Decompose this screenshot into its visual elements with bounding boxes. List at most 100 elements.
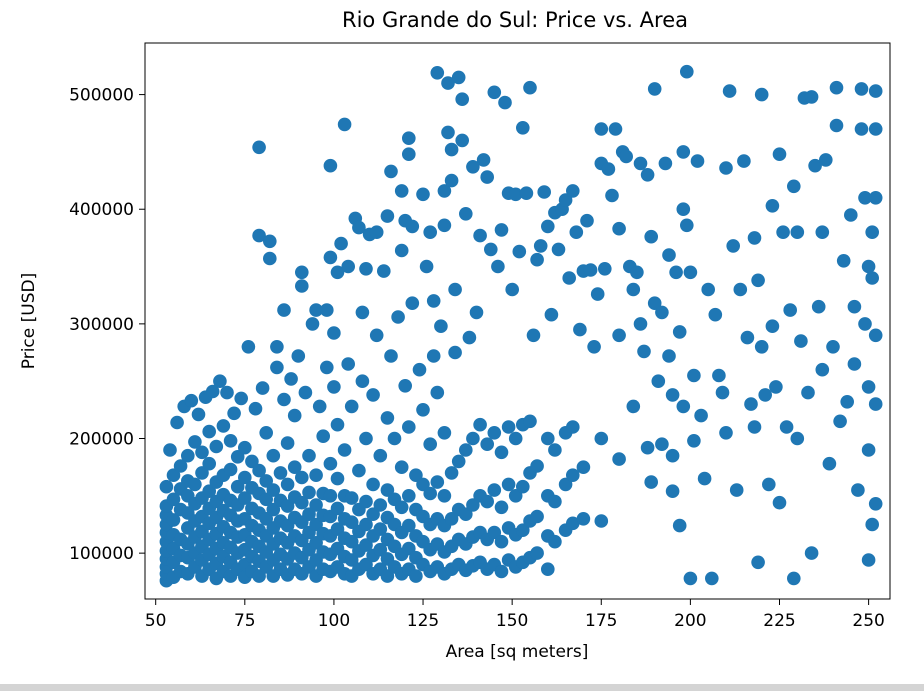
data-point (683, 265, 698, 280)
data-point (287, 408, 302, 423)
data-point (494, 223, 509, 237)
data-point (309, 517, 323, 532)
data-point (337, 443, 352, 457)
data-point (665, 388, 680, 402)
data-point (523, 414, 537, 429)
data-point (302, 448, 316, 463)
data-point (384, 164, 398, 179)
data-point (387, 431, 402, 446)
data-point (844, 208, 858, 222)
data-point (868, 328, 883, 343)
data-point (826, 340, 840, 354)
data-point (295, 265, 309, 280)
data-point (526, 328, 541, 343)
data-point (476, 153, 491, 167)
data-point (441, 76, 455, 90)
data-point (573, 322, 587, 337)
data-point (298, 385, 313, 400)
data-point (280, 477, 295, 492)
data-point (480, 437, 495, 452)
x-tick-label: 75 (234, 611, 256, 631)
data-point (402, 518, 416, 533)
data-point (754, 340, 769, 354)
data-point (448, 282, 462, 297)
data-point (498, 95, 512, 110)
data-point (344, 553, 359, 567)
data-point (273, 466, 288, 480)
data-point (676, 399, 691, 414)
data-point (337, 117, 352, 132)
data-point (459, 207, 473, 221)
data-point (687, 434, 701, 448)
data-point (305, 317, 320, 331)
data-point (794, 334, 808, 348)
data-point (672, 325, 687, 339)
data-point (191, 407, 206, 422)
data-point (394, 184, 409, 198)
data-point (330, 417, 345, 432)
data-point (566, 516, 580, 531)
data-point (416, 187, 430, 202)
data-point (487, 426, 502, 440)
data-point (295, 470, 309, 485)
data-point (530, 546, 544, 560)
data-point (380, 411, 395, 425)
data-point (216, 419, 231, 433)
data-point (501, 420, 516, 434)
data-point (840, 395, 854, 409)
data-point (729, 483, 744, 497)
data-point (619, 149, 633, 164)
data-point (726, 239, 740, 253)
data-point (801, 385, 815, 400)
data-point (227, 406, 241, 421)
data-point (430, 475, 445, 489)
data-point (683, 571, 698, 586)
data-point (551, 242, 566, 257)
data-point (173, 459, 188, 473)
data-point (280, 436, 295, 450)
data-point (751, 555, 765, 570)
data-point (854, 122, 869, 136)
data-point (865, 225, 879, 239)
data-point (444, 173, 459, 188)
data-point (394, 460, 409, 475)
data-point (416, 477, 430, 492)
data-point (580, 213, 594, 228)
data-point (612, 328, 626, 343)
data-point (434, 319, 448, 334)
data-point (426, 294, 441, 308)
data-point (359, 538, 373, 552)
data-point (166, 513, 181, 527)
x-tick-label: 250 (852, 611, 884, 631)
data-point (469, 305, 484, 320)
data-point (252, 569, 266, 583)
data-point (209, 439, 224, 454)
data-point (398, 379, 413, 393)
data-point (690, 154, 705, 168)
data-point (804, 546, 819, 560)
data-point (548, 443, 562, 457)
data-point (491, 259, 505, 274)
data-point (455, 133, 470, 148)
data-point (705, 571, 719, 586)
data-point (754, 87, 769, 102)
data-point (366, 388, 380, 402)
data-point (747, 231, 762, 245)
data-point (587, 340, 601, 354)
x-axis-label: Area [sq meters] (446, 642, 589, 662)
data-point (391, 310, 405, 324)
y-tick-label: 500000 (69, 86, 134, 106)
data-point (309, 468, 323, 483)
data-point (344, 534, 359, 549)
data-point (583, 263, 598, 277)
data-point (868, 191, 883, 205)
data-point (394, 243, 409, 258)
x-tick-label: 125 (407, 611, 439, 631)
data-point (548, 494, 562, 509)
data-point (466, 498, 480, 512)
data-point (861, 380, 876, 394)
data-point (680, 64, 694, 79)
data-point (708, 307, 723, 322)
data-point (223, 434, 238, 448)
